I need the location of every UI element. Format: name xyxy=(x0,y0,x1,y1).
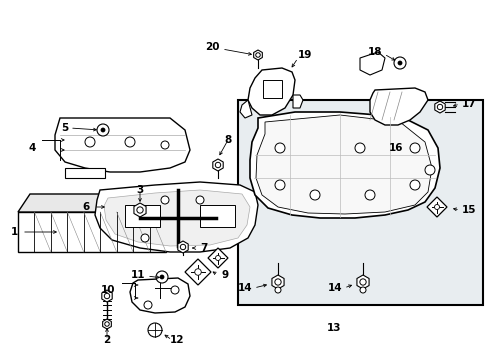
Circle shape xyxy=(104,322,109,326)
Circle shape xyxy=(359,279,366,285)
Polygon shape xyxy=(247,68,294,115)
Polygon shape xyxy=(253,50,262,60)
Circle shape xyxy=(159,275,164,279)
Circle shape xyxy=(97,124,109,136)
Circle shape xyxy=(104,293,109,299)
Text: 11: 11 xyxy=(130,270,145,280)
Text: 14: 14 xyxy=(237,283,251,293)
Text: 19: 19 xyxy=(297,50,312,60)
Circle shape xyxy=(141,234,149,242)
Polygon shape xyxy=(263,80,282,98)
Polygon shape xyxy=(426,197,446,217)
Text: 20: 20 xyxy=(205,42,220,52)
Circle shape xyxy=(85,137,95,147)
Circle shape xyxy=(274,143,285,153)
Circle shape xyxy=(409,143,419,153)
Text: 17: 17 xyxy=(461,99,476,109)
Polygon shape xyxy=(130,278,190,313)
Circle shape xyxy=(409,180,419,190)
Polygon shape xyxy=(104,190,249,246)
Polygon shape xyxy=(212,159,223,171)
Text: 18: 18 xyxy=(367,47,381,57)
Circle shape xyxy=(194,269,201,275)
Polygon shape xyxy=(165,194,178,252)
Circle shape xyxy=(359,287,365,293)
Circle shape xyxy=(274,287,281,293)
Polygon shape xyxy=(55,118,190,172)
Text: 13: 13 xyxy=(326,323,341,333)
Text: 8: 8 xyxy=(224,135,231,145)
Text: 7: 7 xyxy=(200,243,207,253)
Text: 2: 2 xyxy=(103,335,110,345)
Text: 3: 3 xyxy=(136,185,143,195)
Circle shape xyxy=(148,323,162,337)
Polygon shape xyxy=(18,212,165,252)
Circle shape xyxy=(171,286,179,294)
Polygon shape xyxy=(256,115,431,214)
Circle shape xyxy=(274,279,281,285)
Polygon shape xyxy=(249,112,439,218)
Circle shape xyxy=(436,104,442,110)
Text: 10: 10 xyxy=(101,285,115,295)
Text: 4: 4 xyxy=(28,143,36,153)
Polygon shape xyxy=(369,88,427,125)
Polygon shape xyxy=(356,275,368,289)
Circle shape xyxy=(215,256,220,261)
Circle shape xyxy=(161,196,169,204)
Circle shape xyxy=(125,137,135,147)
Circle shape xyxy=(397,60,402,66)
Circle shape xyxy=(161,141,169,149)
Polygon shape xyxy=(65,168,105,178)
Text: 6: 6 xyxy=(82,202,90,212)
Polygon shape xyxy=(178,241,188,253)
Polygon shape xyxy=(207,248,227,268)
Circle shape xyxy=(255,53,260,57)
Polygon shape xyxy=(102,290,112,302)
Text: 9: 9 xyxy=(222,270,229,280)
Circle shape xyxy=(101,127,105,132)
Polygon shape xyxy=(271,275,284,289)
Circle shape xyxy=(393,57,405,69)
Circle shape xyxy=(156,271,168,283)
Bar xyxy=(238,100,482,305)
Circle shape xyxy=(354,143,364,153)
Polygon shape xyxy=(18,194,178,212)
Circle shape xyxy=(180,244,185,250)
Circle shape xyxy=(137,207,143,213)
Bar xyxy=(200,205,235,227)
Circle shape xyxy=(215,162,220,168)
Text: 12: 12 xyxy=(170,335,184,345)
Polygon shape xyxy=(184,259,210,285)
Polygon shape xyxy=(292,95,303,108)
Text: 16: 16 xyxy=(388,143,403,153)
Text: 5: 5 xyxy=(61,123,68,133)
Polygon shape xyxy=(240,100,251,118)
Text: 15: 15 xyxy=(461,205,475,215)
Text: 1: 1 xyxy=(11,227,18,237)
Polygon shape xyxy=(134,203,146,217)
Circle shape xyxy=(434,204,439,210)
Circle shape xyxy=(143,301,152,309)
Text: 14: 14 xyxy=(326,283,341,293)
Polygon shape xyxy=(359,52,384,75)
Circle shape xyxy=(196,196,203,204)
Polygon shape xyxy=(434,101,444,113)
Polygon shape xyxy=(102,319,111,329)
Circle shape xyxy=(424,165,434,175)
Circle shape xyxy=(364,190,374,200)
Polygon shape xyxy=(95,182,258,252)
Bar xyxy=(125,205,160,227)
Circle shape xyxy=(309,190,319,200)
Circle shape xyxy=(274,180,285,190)
